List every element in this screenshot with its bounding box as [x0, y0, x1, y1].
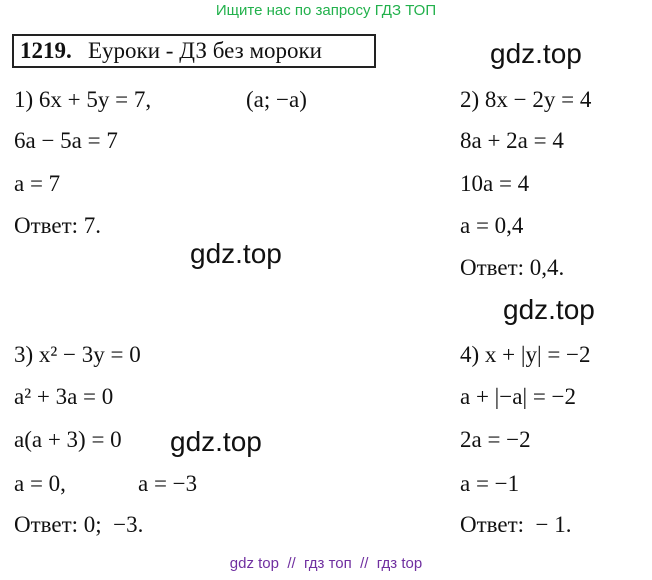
- watermark: gdz.top: [190, 238, 282, 269]
- math-line: 2a = −2: [460, 427, 531, 452]
- math-line: (a; −a): [246, 87, 307, 112]
- math-line: 1) 6x + 5y = 7,: [14, 87, 152, 112]
- math-line: a = 7: [14, 171, 61, 196]
- answer: Ответ: − 1.: [460, 512, 572, 537]
- math-line: 3) x² − 3y = 0: [14, 342, 141, 367]
- header-box: 1219. Еуроки - ДЗ без мороки: [12, 34, 376, 68]
- math-line: 2) 8x − 2y = 4: [460, 87, 592, 112]
- answer: Ответ: 7.: [14, 213, 102, 238]
- banner: Ищите нас по запросу ГДЗ ТОП: [215, 2, 437, 19]
- math-line: a + |−a| = −2: [460, 384, 577, 409]
- math-line: 8a + 2a = 4: [460, 128, 564, 153]
- footer: gdz top // гдз топ // гдз top: [229, 555, 423, 572]
- answer: Ответ: 0; −3.: [14, 512, 144, 537]
- math-line: a(a + 3) = 0: [14, 427, 122, 452]
- task-number: 1219.: [20, 38, 72, 63]
- watermark: gdz.top: [170, 426, 262, 457]
- watermark: gdz.top: [490, 38, 582, 69]
- math-line: a = 0,: [14, 471, 66, 496]
- math-line: a² + 3a = 0: [14, 384, 114, 409]
- math-line: a = −1: [460, 471, 520, 496]
- math-line: a = −3: [138, 471, 198, 496]
- math-line: a = 0,4: [460, 213, 524, 238]
- header-title: Еуроки - ДЗ без мороки: [88, 38, 322, 63]
- watermark: gdz.top: [503, 294, 595, 325]
- answer: Ответ: 0,4.: [460, 255, 565, 280]
- math-line: 10a = 4: [460, 171, 530, 196]
- math-line: 4) x + |y| = −2: [460, 342, 591, 367]
- math-line: 6a − 5a = 7: [14, 128, 118, 153]
